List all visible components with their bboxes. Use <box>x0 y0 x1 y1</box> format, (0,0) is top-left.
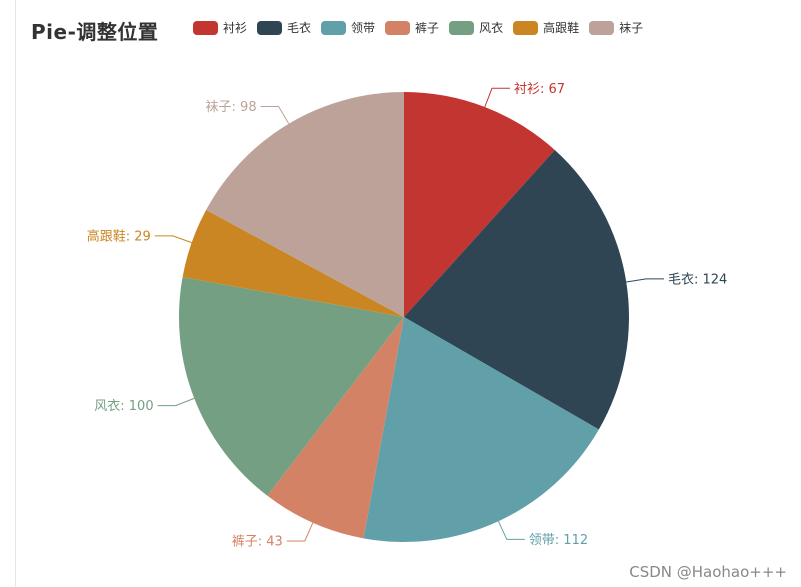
legend-swatch <box>193 20 218 35</box>
slice-label: 衬衫: 67 <box>514 82 565 97</box>
legend-swatch <box>589 20 615 35</box>
legend-swatch <box>513 20 539 35</box>
label-leader-line <box>154 235 192 244</box>
legend-label: 高跟鞋 <box>543 21 580 35</box>
chart-legend: 衬衫 毛衣 领带 裤子 风衣 高跟鞋 袜子 <box>193 19 653 36</box>
chart-title: Pie-调整位置 <box>31 20 159 44</box>
legend-label: 风衣 <box>479 21 504 35</box>
legend-item[interactable]: 裤子 <box>385 19 439 36</box>
slice-label: 袜子: 98 <box>206 100 257 115</box>
label-leader-line <box>260 106 290 124</box>
watermark: CSDN @Haohao+++ <box>629 563 787 581</box>
label-leader-line <box>286 522 314 542</box>
slice-label: 高跟鞋: 29 <box>87 228 151 244</box>
legend-swatch <box>385 20 411 35</box>
legend-label: 袜子 <box>619 21 644 35</box>
legend-item[interactable]: 领带 <box>321 19 375 36</box>
label-leader-line <box>497 520 525 540</box>
pie-slice-毛衣[interactable] <box>404 150 630 430</box>
legend-item[interactable]: 风衣 <box>449 19 503 36</box>
legend-label: 衬衫 <box>223 21 248 35</box>
pie-slice-领带[interactable] <box>363 317 599 543</box>
legend-item[interactable]: 高跟鞋 <box>513 19 579 36</box>
legend-swatch <box>321 20 347 35</box>
slice-label: 领带: 112 <box>529 533 588 548</box>
pie-slice-袜子[interactable] <box>206 92 404 317</box>
pie-slice-裤子[interactable] <box>267 317 404 539</box>
pie-slice-高跟鞋[interactable] <box>182 209 404 317</box>
pie-slice-衬衫[interactable] <box>404 92 555 317</box>
label-leader-line <box>157 397 195 407</box>
legend-label: 领带 <box>351 21 376 35</box>
frame-divider <box>15 0 16 587</box>
label-leader-line <box>626 278 664 283</box>
slice-label: 裤子: 43 <box>232 535 283 550</box>
legend-swatch <box>257 20 283 35</box>
pie-slice-风衣[interactable] <box>178 277 404 496</box>
legend-item[interactable]: 袜子 <box>589 19 643 36</box>
legend-item[interactable]: 毛衣 <box>257 19 311 36</box>
legend-swatch <box>449 20 475 35</box>
legend-item[interactable]: 衬衫 <box>193 19 247 36</box>
legend-label: 裤子 <box>415 21 440 35</box>
label-leader-line <box>484 87 510 108</box>
slice-label: 毛衣: 124 <box>668 271 727 287</box>
slice-label: 风衣: 100 <box>94 398 153 414</box>
legend-label: 毛衣 <box>287 21 312 35</box>
